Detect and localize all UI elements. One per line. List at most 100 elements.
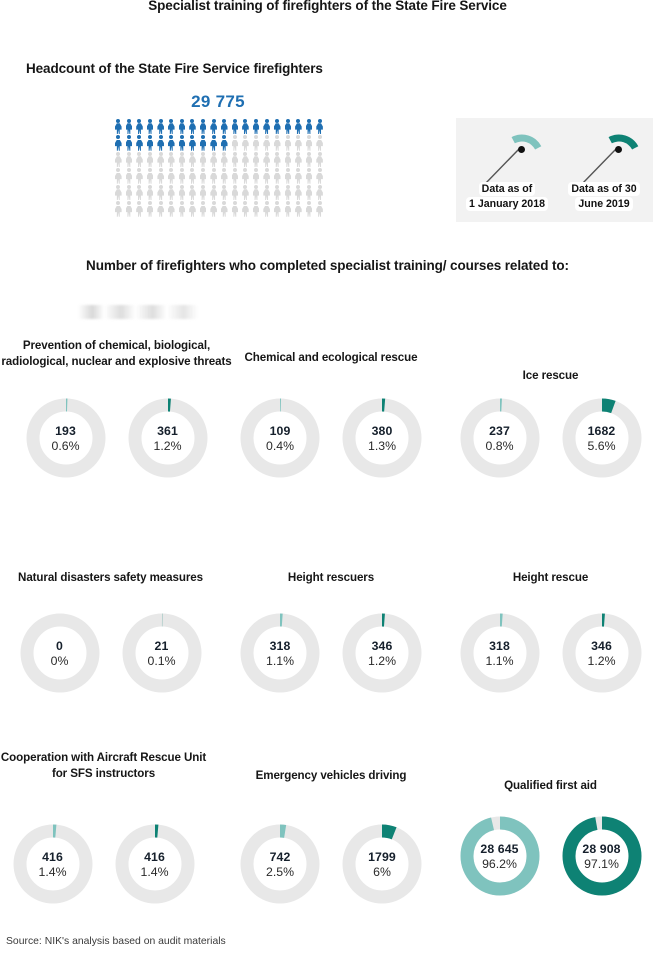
firefighter-figure-icon: [293, 168, 304, 185]
donut-pair: 0 0% 21 0.1%: [0, 611, 221, 695]
firefighter-figure-icon: [113, 118, 124, 135]
firefighter-figure-icon: [145, 118, 156, 135]
firefighter-figure-icon: [293, 118, 304, 135]
firefighter-figure-icon: [198, 151, 209, 168]
firefighter-figure-icon: [314, 135, 325, 152]
firefighter-figure-icon: [208, 168, 219, 185]
donut-value: 416: [144, 849, 165, 864]
donut-labels: 237 0.8%: [458, 396, 542, 480]
firefighter-figure-icon: [145, 151, 156, 168]
donut-gauge[interactable]: 416 1.4%: [11, 822, 95, 906]
donut-labels: 742 2.5%: [238, 822, 322, 906]
firefighter-figure-icon: [219, 201, 230, 218]
donut-svg: [240, 398, 320, 478]
donut-gauge[interactable]: 0 0%: [18, 611, 102, 695]
firefighter-figure-icon: [293, 184, 304, 201]
donut-gauge[interactable]: 742 2.5%: [238, 822, 322, 906]
donut-gauge[interactable]: 346 1.2%: [560, 611, 644, 695]
donut-gauge[interactable]: 193 0.6%: [24, 396, 108, 480]
legend-label-2019-line1: Data as of 30: [568, 182, 640, 196]
donut-value: 361: [157, 423, 178, 438]
firefighter-figure-icon: [134, 184, 145, 201]
donut-percent: 0.8%: [485, 438, 514, 453]
firefighter-figure-icon: [293, 201, 304, 218]
firefighter-figure-icon: [187, 118, 198, 135]
firefighter-figure-icon: [155, 151, 166, 168]
donut-labels: 416 1.4%: [11, 822, 95, 906]
headcount-value: 29 775: [191, 92, 245, 111]
firefighter-figure-icon: [166, 184, 177, 201]
firefighter-figure-icon: [155, 201, 166, 218]
firefighter-figure-icon: [187, 151, 198, 168]
donut-gauge[interactable]: 21 0.1%: [120, 611, 204, 695]
firefighter-figure-icon: [166, 201, 177, 218]
donut-gauge[interactable]: 318 1.1%: [458, 611, 542, 695]
firefighter-figure-icon: [293, 151, 304, 168]
arc-gauge-icon: [595, 134, 641, 180]
donut-value: 318: [269, 638, 291, 653]
firefighter-figure-icon: [230, 135, 241, 152]
donut-labels: 346 1.2%: [560, 611, 644, 695]
donut-labels: 318 1.1%: [238, 611, 322, 695]
donut-gauge[interactable]: 1682 5.6%: [560, 396, 644, 480]
firefighter-figure-icon: [272, 118, 283, 135]
firefighter-figure-icon: [113, 184, 124, 201]
firefighter-figure-icon: [113, 201, 124, 218]
firefighter-figure-icon: [304, 168, 315, 185]
donut-gauge[interactable]: 237 0.8%: [458, 396, 542, 480]
firefighter-figure-icon: [208, 184, 219, 201]
donut-svg: [460, 816, 539, 896]
firefighter-figure-icon: [177, 201, 188, 218]
firefighter-figure-icon: [251, 151, 262, 168]
firefighter-figure-icon: [240, 151, 251, 168]
firefighter-figure-icon: [187, 135, 198, 152]
firefighter-figure-icon: [124, 168, 135, 185]
donut-svg: [562, 816, 641, 896]
donut-gauge[interactable]: 416 1.4%: [113, 822, 197, 906]
firefighter-figure-icon: [230, 201, 241, 218]
firefighter-figure-icon: [240, 184, 251, 201]
donut-svg: [342, 824, 422, 904]
firefighter-figure-icon: [166, 118, 177, 135]
firefighter-figure-icon: [283, 135, 294, 152]
firefighter-figure-icon: [304, 135, 315, 152]
donut-svg: [342, 613, 422, 693]
donut-value: 193: [55, 423, 76, 438]
firefighter-figure-icon: [304, 118, 315, 135]
donut-labels: 28 645 96.2%: [458, 814, 542, 898]
donut-labels: 361 1.2%: [126, 396, 210, 480]
pointer-line-icon: [580, 148, 617, 186]
section-heading: Number of firefighters who completed spe…: [86, 258, 569, 273]
donut-percent: 5.6%: [587, 438, 616, 453]
donut-percent: 6%: [373, 864, 391, 879]
donut-gauge[interactable]: 346 1.2%: [340, 611, 424, 695]
firefighter-figure-icon: [198, 201, 209, 218]
donut-value: 1799: [368, 849, 396, 864]
firefighter-figure-icon: [198, 184, 209, 201]
firefighter-figure-icon: [145, 135, 156, 152]
donut-value: 28 908: [582, 841, 621, 856]
firefighter-figure-icon: [124, 151, 135, 168]
firefighter-figure-icon: [283, 168, 294, 185]
firefighter-figure-icon: [240, 135, 251, 152]
donut-group-title: Height rescue: [512, 571, 589, 584]
firefighter-figure-icon: [240, 118, 251, 135]
donut-gauge[interactable]: 28 908 97.1%: [560, 814, 644, 898]
donut-gauge[interactable]: 28 645 96.2%: [458, 814, 542, 898]
firefighter-figure-icon: [230, 151, 241, 168]
firefighter-figure-icon: [198, 135, 209, 152]
firefighter-figure-icon: [240, 201, 251, 218]
donut-gauge[interactable]: 1799 6%: [340, 822, 424, 906]
firefighter-figure-icon: [251, 184, 262, 201]
firefighter-figure-icon: [230, 168, 241, 185]
firefighter-figure-icon: [177, 151, 188, 168]
donut-percent: 1.2%: [367, 653, 397, 668]
donut-gauge[interactable]: 318 1.1%: [238, 611, 322, 695]
donut-gauge[interactable]: 109 0.4%: [238, 396, 322, 480]
firefighter-figure-icon: [272, 135, 283, 152]
donut-gauge[interactable]: 380 1.3%: [340, 396, 424, 480]
firefighter-figure-icon: [261, 135, 272, 152]
donut-gauge[interactable]: 361 1.2%: [126, 396, 210, 480]
firefighter-figure-icon: [113, 168, 124, 185]
firefighter-figure-icon: [251, 201, 262, 218]
